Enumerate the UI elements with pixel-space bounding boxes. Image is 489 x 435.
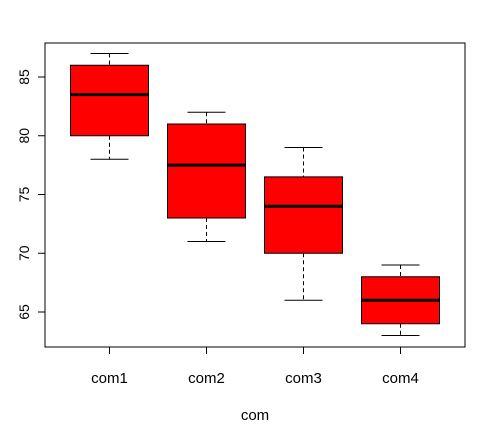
x-tick-label: com3 [285,370,322,387]
x-tick-label: com2 [188,370,225,387]
box-com2 [167,111,246,242]
iqr-box [70,64,149,137]
iqr-box [264,176,343,254]
x-tick-label: com4 [382,370,419,387]
y-tick-label: 70 [16,245,32,261]
x-axis-title: com [241,407,269,424]
box-com3 [264,147,343,301]
box-com4 [361,264,440,336]
box-com1 [70,53,149,160]
iqr-box [167,123,246,219]
y-tick-label: 85 [16,69,32,85]
y-tick-label: 75 [16,187,32,203]
x-tick-label: com1 [91,370,128,387]
y-tick-label: 65 [16,304,32,320]
y-tick-label: 80 [16,128,32,144]
